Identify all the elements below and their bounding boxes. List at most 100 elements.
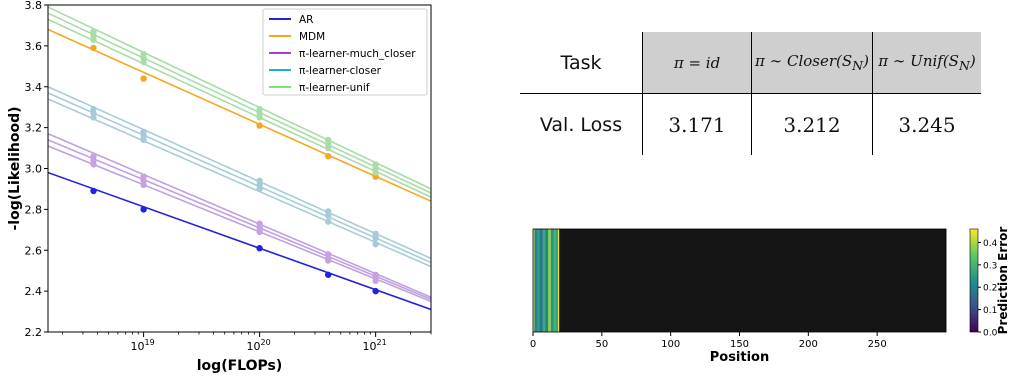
data-point — [372, 287, 379, 295]
heatmap-cell — [537, 229, 541, 332]
data-point — [140, 181, 147, 189]
heatmap-cell — [533, 229, 535, 332]
fit-line — [48, 86, 431, 260]
fit-line — [48, 139, 431, 301]
table-header-task: Task — [520, 32, 643, 94]
heatmap-cell — [553, 229, 557, 332]
data-point — [256, 185, 263, 193]
colorbar-tick-label: 0.0 — [983, 329, 998, 339]
y-axis-label: -log(Likelihood) — [7, 106, 23, 230]
table-cell-closer: 3.212 — [751, 93, 873, 155]
heatmap-cell — [542, 229, 546, 332]
data-point — [90, 114, 97, 121]
data-point — [324, 257, 332, 264]
colorbar-tick-label: 0.3 — [983, 261, 997, 271]
heatmap-x-tick-label: 100 — [661, 339, 680, 350]
y-tick-label: 2.2 — [25, 326, 43, 339]
header-subscript: N — [958, 58, 970, 73]
legend-label: MDM — [299, 31, 325, 43]
data-point — [372, 277, 379, 285]
heatmap-x-tick-label: 50 — [595, 339, 608, 350]
heatmap-cell — [550, 229, 554, 332]
fit-line — [48, 18, 431, 198]
y-tick-label: 3.6 — [25, 40, 43, 53]
data-point — [324, 212, 332, 219]
header-text: ) — [863, 52, 869, 70]
fit-line — [48, 28, 431, 202]
legend-label: π-learner-unif — [299, 82, 370, 94]
y-tick-label: 2.6 — [25, 244, 43, 257]
colorbar-tick-label: 0.1 — [983, 306, 997, 316]
heatmap-cell — [559, 229, 947, 332]
fit-line — [48, 12, 431, 194]
heatmap-x-tick-label: 150 — [730, 339, 749, 350]
legend-label: π-learner-closer — [299, 65, 382, 77]
x-tick-label: 1021 — [363, 338, 387, 353]
fit-line — [48, 98, 431, 268]
header-subscript: N — [852, 58, 864, 73]
table-header-id: π = id — [642, 32, 752, 94]
colorbar-tick-label: 0.4 — [983, 239, 998, 249]
data-point — [90, 161, 97, 168]
table-header-row: Task π = id π ∼ Closer(SN) π ∼ Unif(SN) — [520, 32, 981, 94]
heatmap-cell — [539, 229, 543, 332]
data-point — [140, 75, 147, 82]
data-point — [256, 245, 263, 252]
table-cell-id: 3.171 — [642, 93, 752, 155]
table-row-val-loss: Val. Loss 3.171 3.212 3.245 — [520, 93, 981, 155]
table-header-closer: π ∼ Closer(SN) — [751, 32, 873, 94]
data-point — [256, 228, 263, 236]
data-point — [324, 271, 332, 278]
y-tick-label: 2.4 — [25, 285, 43, 298]
heatmap-x-tick-label: 0 — [530, 339, 536, 350]
header-text: π ∼ Unif(S — [878, 52, 959, 70]
data-point — [324, 144, 332, 152]
data-point — [140, 59, 147, 66]
data-point — [90, 187, 97, 195]
y-tick-label: 3.0 — [25, 163, 43, 176]
data-point — [140, 206, 147, 213]
fit-line — [48, 6, 431, 190]
data-point — [90, 36, 97, 43]
data-point — [324, 218, 332, 225]
legend-label: π-learner-much_closer — [299, 48, 416, 60]
data-point — [372, 234, 379, 242]
y-tick-label: 3.2 — [25, 122, 43, 135]
heatmap-cell — [548, 229, 552, 332]
data-point — [256, 114, 263, 121]
x-axis-label: log(FLOPs) — [197, 358, 282, 374]
header-text: ) — [969, 52, 976, 70]
heatmap-x-axis-label: Position — [710, 350, 770, 365]
header-text: π = id — [673, 53, 721, 72]
y-tick-label: 2.8 — [25, 203, 43, 216]
val-loss-table: Task π = id π ∼ Closer(SN) π ∼ Unif(SN) … — [520, 32, 981, 155]
fit-line — [48, 92, 431, 264]
header-text: π ∼ Closer(S — [755, 52, 853, 70]
y-tick-label: 3.4 — [25, 81, 43, 94]
y-tick-label: 3.8 — [25, 0, 43, 12]
data-point — [140, 136, 147, 144]
table-cell-unif: 3.245 — [872, 93, 981, 155]
colorbar-tick-label: 0.2 — [983, 284, 997, 294]
plot-area — [48, 6, 431, 311]
data-point — [90, 44, 97, 52]
heatmap-cell — [534, 229, 538, 332]
table-header-unif: π ∼ Unif(SN) — [872, 32, 981, 94]
colorbar-label: Prediction Error — [996, 227, 1010, 335]
data-point — [372, 240, 379, 248]
data-point — [372, 169, 379, 176]
table-row-label: Val. Loss — [539, 113, 623, 136]
fit-line — [48, 171, 431, 311]
colorbar — [969, 228, 979, 333]
heatmap-cell — [557, 229, 560, 332]
heatmap-cell — [556, 229, 559, 332]
heatmap-x-tick-label: 250 — [868, 339, 887, 350]
legend-label: AR — [299, 14, 313, 26]
heatmap-x-tick-label: 200 — [799, 339, 818, 350]
legend-box — [262, 8, 428, 96]
data-point — [256, 122, 263, 129]
x-tick-label: 1020 — [247, 338, 271, 353]
data-point — [324, 153, 332, 160]
